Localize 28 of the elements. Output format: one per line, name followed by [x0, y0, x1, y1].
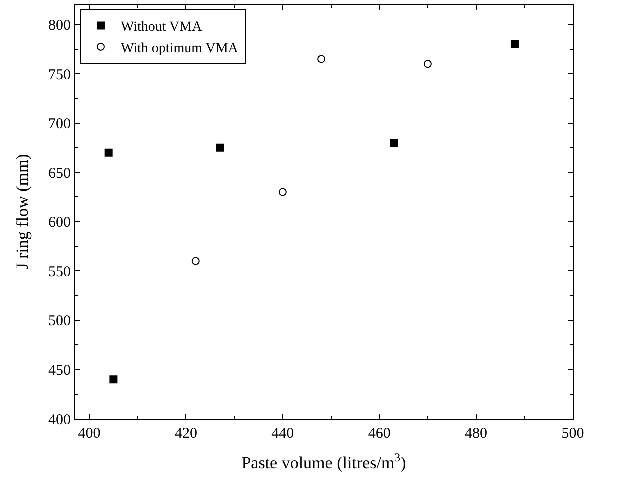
y-tick-label: 400: [48, 412, 71, 428]
x-tick-label: 500: [562, 426, 584, 442]
y-tick-label: 500: [48, 314, 71, 330]
point: [110, 376, 118, 384]
legend-label: With optimum VMA: [120, 41, 240, 56]
x-axis-title: Paste volume (litres/m$^{3}$): [242, 450, 406, 472]
y-tick-label: 750: [48, 67, 71, 84]
y-tick-label: 650: [48, 166, 71, 182]
y-tick-label: 600: [48, 215, 71, 232]
y-tick-label: 450: [48, 362, 71, 379]
point: [192, 257, 200, 266]
point: [318, 55, 326, 64]
y-tick-label: 550: [48, 264, 71, 280]
point: [424, 60, 432, 68]
point: [278, 188, 287, 196]
y-tick-label: 800: [48, 18, 71, 34]
x-tick-label: 400: [78, 426, 101, 442]
point: [390, 139, 398, 147]
y-axis-title: J ring flow (mm): [13, 154, 32, 270]
x-tick-label: 460: [368, 426, 391, 442]
x-tick-label: 480: [465, 426, 488, 442]
x-tick-label: 420: [174, 426, 198, 442]
point: [104, 148, 113, 157]
legend-label: Without VMA: [120, 20, 204, 36]
point: [216, 144, 224, 152]
point: [510, 40, 519, 48]
x-tick-label: 440: [272, 426, 294, 442]
y-tick-label: 700: [48, 116, 71, 133]
